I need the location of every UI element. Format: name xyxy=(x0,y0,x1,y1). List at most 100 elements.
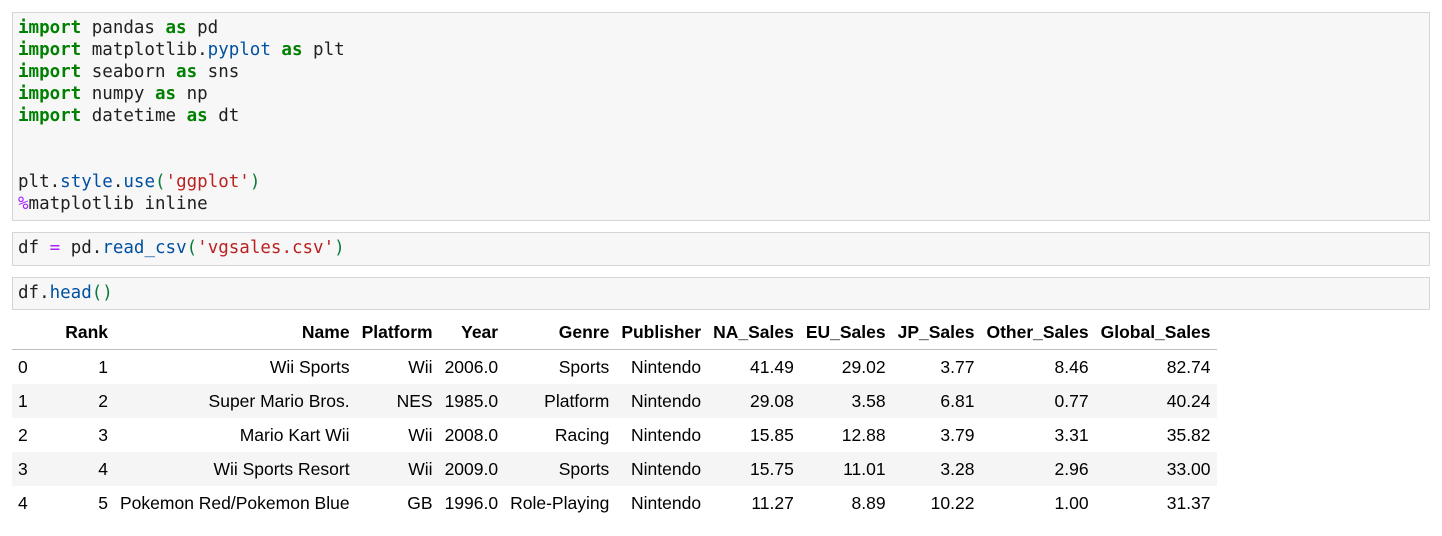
table-cell: Platform xyxy=(504,384,616,418)
table-cell: 1 xyxy=(98,356,108,377)
table-cell: 6.81 xyxy=(891,384,981,418)
table-cell: 1996.0 xyxy=(444,492,499,513)
code-editor[interactable]: df = pd.read_csv('vgsales.csv') xyxy=(13,233,1429,263)
table-cell: 3.77 xyxy=(940,356,975,377)
cell-output: Rank Name Platform Year Genre Publisher … xyxy=(12,315,1217,520)
table-cell: 0.77 xyxy=(980,384,1095,418)
code-token: matplotlib inline xyxy=(28,194,208,214)
table-cell: Sports xyxy=(558,356,610,377)
column-header: NA_Sales xyxy=(707,315,800,350)
code-token: as xyxy=(154,84,177,104)
code-line: df.head() xyxy=(18,282,1424,304)
table-cell: 2.96 xyxy=(980,452,1095,486)
table-cell: 8.46 xyxy=(1054,356,1089,377)
code-token: sns xyxy=(197,62,240,82)
table-cell: NES xyxy=(355,384,439,418)
code-token: = xyxy=(49,238,61,258)
table-cell: 8.89 xyxy=(851,492,886,513)
code-token xyxy=(271,40,282,60)
row-index: 1 xyxy=(12,384,48,418)
code-token: seaborn xyxy=(81,62,177,82)
code-line: import seaborn as sns xyxy=(18,61,1424,83)
table-cell: 35.82 xyxy=(1166,424,1211,445)
table-cell: 3.28 xyxy=(891,452,981,486)
code-cell-head[interactable]: df.head() xyxy=(12,277,1430,310)
code-editor[interactable]: df.head() xyxy=(13,278,1429,308)
code-token: np xyxy=(176,84,208,104)
table-cell: Wii Sports xyxy=(269,356,350,377)
table-cell: Wii xyxy=(408,356,433,377)
table-cell: 3.79 xyxy=(940,424,975,445)
table-cell: 31.37 xyxy=(1166,492,1211,513)
table-cell: 15.75 xyxy=(707,452,800,486)
column-header: Global_Sales xyxy=(1094,315,1217,350)
table-cell: 5 xyxy=(98,492,108,513)
column-header: JP_Sales xyxy=(891,315,981,350)
code-line: plt.style.use('ggplot') xyxy=(18,171,1424,193)
code-token: pd xyxy=(186,18,219,38)
code-token: datetime xyxy=(81,106,187,126)
table-cell: 29.02 xyxy=(841,356,886,377)
table-cell: 3.58 xyxy=(799,384,892,418)
row-index: 4 xyxy=(18,492,28,513)
table-cell: 11.27 xyxy=(751,492,794,513)
code-token: . xyxy=(112,172,124,192)
table-cell: 1.00 xyxy=(1054,492,1089,513)
table-cell: 4 xyxy=(48,452,114,486)
table-cell: Nintendo xyxy=(631,492,702,513)
table-cell: Mario Kart Wii xyxy=(239,424,350,445)
code-token: style xyxy=(60,172,113,192)
table-cell: Wii xyxy=(355,452,439,486)
code-token: ) xyxy=(334,238,345,258)
table-cell: GB xyxy=(407,492,433,513)
code-token: import xyxy=(18,62,82,82)
code-cell-read-csv[interactable]: df = pd.read_csv('vgsales.csv') xyxy=(12,232,1430,266)
code-token: df. xyxy=(18,283,50,303)
code-line: import datetime as dt xyxy=(18,105,1424,127)
code-token: use xyxy=(123,172,155,192)
code-token: head xyxy=(49,283,92,303)
code-token: dt xyxy=(207,106,240,126)
code-token: pandas xyxy=(81,18,166,38)
code-token: import xyxy=(18,40,82,60)
column-header: Year xyxy=(438,315,505,350)
row-index: 3 xyxy=(12,452,48,486)
table-cell: 1985.0 xyxy=(438,384,505,418)
table-cell: 33.00 xyxy=(1094,452,1217,486)
table-cell: Wii xyxy=(408,424,433,445)
table-header-row: Rank Name Platform Year Genre Publisher … xyxy=(12,315,1217,350)
code-token: import xyxy=(18,18,82,38)
code-line: import numpy as np xyxy=(18,83,1424,105)
code-token: as xyxy=(281,40,303,60)
code-token: import xyxy=(18,84,82,104)
table-cell: 41.49 xyxy=(750,356,794,377)
column-header: Other_Sales xyxy=(980,315,1095,350)
table-cell: 2006.0 xyxy=(444,356,499,377)
table-cell: Wii Sports Resort xyxy=(114,452,356,486)
table-cell: 3 xyxy=(98,424,108,445)
code-cell-imports[interactable]: import pandas as pd import matplotlib.pyp… xyxy=(12,12,1430,221)
code-token: import xyxy=(18,106,82,126)
column-header xyxy=(12,315,48,350)
table-cell: 82.74 xyxy=(1166,356,1211,377)
table-cell: Nintendo xyxy=(615,452,708,486)
code-token: 'ggplot' xyxy=(165,172,250,192)
column-header: Genre xyxy=(504,315,616,350)
code-line xyxy=(18,149,1424,171)
table-row: 1 2 Super Mario Bros. NES 1985.0 Platfor… xyxy=(12,384,1217,418)
column-header: Platform xyxy=(355,315,439,350)
table-row: 3 4 Wii Sports Resort Wii 2009.0 Sports … xyxy=(12,452,1217,486)
table-cell: Nintendo xyxy=(631,356,702,377)
code-token: pyplot xyxy=(207,40,271,60)
column-header: Rank xyxy=(48,315,114,350)
dataframe-table: Rank Name Platform Year Genre Publisher … xyxy=(12,315,1217,520)
table-cell: 2 xyxy=(48,384,114,418)
table-cell: 2008.0 xyxy=(444,424,499,445)
table-row: 0 1 Wii Sports Wii 2006.0 Sports Nintend… xyxy=(12,350,1217,385)
code-line: import matplotlib.pyplot as plt xyxy=(18,39,1424,61)
row-index: 0 xyxy=(18,356,28,377)
code-token: 'vgsales.csv' xyxy=(197,238,335,258)
row-index: 2 xyxy=(18,424,28,445)
code-editor[interactable]: import pandas as pd import matplotlib.pyp… xyxy=(13,13,1429,219)
code-token: % xyxy=(18,194,29,214)
